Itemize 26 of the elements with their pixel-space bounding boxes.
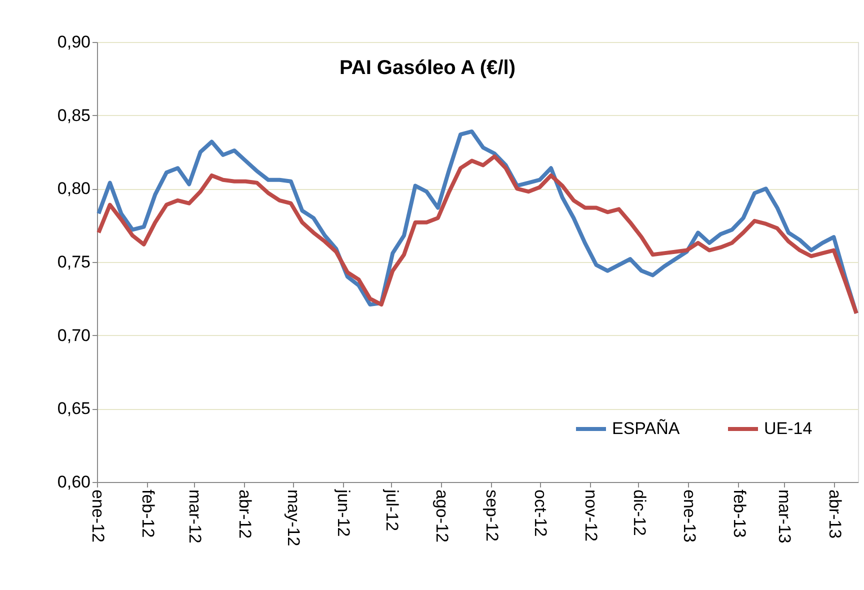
x-tick-label: oct-12	[531, 490, 550, 537]
legend-label: UE-14	[764, 419, 812, 438]
x-tick-label: abr-12	[236, 490, 255, 539]
y-tick-label: 0,60	[57, 472, 90, 492]
legend-label: ESPAÑA	[612, 419, 680, 438]
y-tick-label: 0,85	[57, 106, 90, 125]
x-tick-label: feb-13	[730, 490, 749, 538]
x-tick-label: feb-12	[138, 490, 158, 538]
x-tick-label: mar-13	[775, 490, 794, 544]
y-tick-label: 0,75	[57, 252, 90, 272]
x-tick-label: dic-12	[630, 490, 649, 536]
y-tick-label: 0,90	[57, 32, 90, 52]
text: PAI Gasóleo A (€/l)	[340, 57, 516, 79]
x-tick-label: may-12	[284, 490, 303, 546]
x-tick-label: ago-12	[432, 490, 452, 542]
y-tick-label: 0,80	[57, 179, 90, 198]
x-tick-label: jul-12	[382, 488, 402, 532]
x-tick-label: nov-12	[581, 490, 600, 542]
x-tick-label: mar-12	[185, 490, 204, 544]
x-tick-label: jun-12	[334, 488, 354, 537]
x-tick-label: ene-12	[88, 490, 108, 542]
y-tick-label: 0,70	[57, 326, 90, 345]
y-tick-label: 0,65	[57, 399, 90, 418]
x-tick-label: abr-13	[825, 490, 844, 539]
x-tick-label: ene-13	[680, 490, 699, 542]
x-tick-label: sep-12	[482, 490, 502, 542]
